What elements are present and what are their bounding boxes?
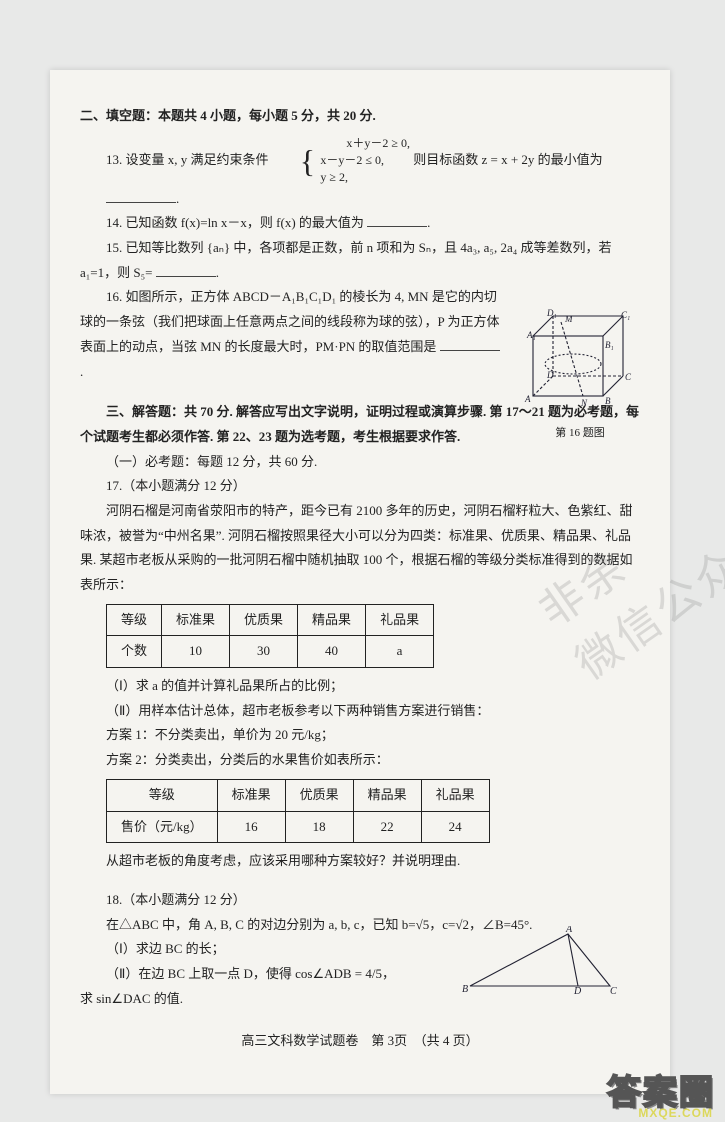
q18-part2: （Ⅱ）在边 BC 上取一点 D，使得 cos∠ADB = 4/5， xyxy=(80,962,510,987)
triangle-diagram: A B C D xyxy=(460,926,620,996)
section3-sub: （一）必考题：每题 12 分，共 60 分. xyxy=(80,450,640,475)
q14: 14. 已知函数 f(x)=ln x－x，则 f(x) 的最大值为 . xyxy=(80,211,640,236)
q17-tail: 从超市老板的角度考虑，应该采用哪种方案较好？并说明理由. xyxy=(80,849,640,874)
svg-text:A: A xyxy=(565,926,573,935)
svg-text:C₁: C₁ xyxy=(621,310,630,320)
svg-text:B: B xyxy=(462,984,468,995)
q18-figure: A B C D xyxy=(460,926,620,1004)
t2-h1: 标准果 xyxy=(217,779,285,811)
q17-part1: （Ⅰ）求 a 的值并计算礼品果所占的比例； xyxy=(80,674,640,699)
t2-rowlabel: 售价（元/kg） xyxy=(107,811,218,843)
t1-v3: a xyxy=(366,636,434,668)
svg-text:M: M xyxy=(564,314,573,324)
svg-text:B: B xyxy=(605,396,611,406)
q17-plan2: 方案 2：分类卖出，分类后的水果售价如表所示： xyxy=(80,748,640,773)
t2-v2: 22 xyxy=(353,811,421,843)
q13: 13. 设变量 x, y 满足约束条件 { x＋y－2 ≥ 0, x－y－2 ≤… xyxy=(80,135,640,187)
q18-part1: （Ⅰ）求边 BC 的长； xyxy=(80,937,510,962)
page-footer: 高三文科数学试题卷 第 3页 （共 4 页） xyxy=(80,1029,640,1054)
t1-h3: 精品果 xyxy=(298,604,366,636)
t1-h4: 礼品果 xyxy=(366,604,434,636)
q13-case-2: x－y－2 ≤ 0, xyxy=(320,153,384,167)
q16-caption: 第 16 题图 xyxy=(520,423,640,444)
q17-plan1: 方案 1：不分类卖出，单价为 20 元/kg； xyxy=(80,723,640,748)
cube-diagram: A₁ C₁ D₁ B₁ A B C D M N xyxy=(521,308,639,413)
t1-rowlabel: 个数 xyxy=(107,636,162,668)
q16-figure: A₁ C₁ D₁ B₁ A B C D M N 第 16 题图 xyxy=(520,308,640,444)
q13-blank-line: . xyxy=(80,187,640,212)
t2-v1: 18 xyxy=(285,811,353,843)
q13-prefix: 13. 设变量 x, y 满足约束条件 xyxy=(106,152,269,167)
q13-case-1: x＋y－2 ≥ 0, xyxy=(346,136,410,150)
t2-h4: 礼品果 xyxy=(421,779,489,811)
svg-text:D: D xyxy=(546,370,554,380)
q15: 15. 已知等比数列 {aₙ} 中，各项都是正数，前 n 项和为 Sₙ，且 4a… xyxy=(80,236,640,285)
table-row: 售价（元/kg） 16 18 22 24 xyxy=(107,811,490,843)
q17-table1: 等级 标准果 优质果 精品果 礼品果 个数 10 30 40 a xyxy=(106,604,434,668)
svg-text:A₁: A₁ xyxy=(526,330,536,340)
table-row: 等级 标准果 优质果 精品果 礼品果 xyxy=(107,604,434,636)
t2-v3: 24 xyxy=(421,811,489,843)
site-label: MXQE.COM xyxy=(638,1106,713,1120)
svg-text:D₁: D₁ xyxy=(546,308,557,318)
q16-text: 16. 如图所示，正方体 ABCD－A₁B₁C₁D₁ 的棱长为 4, MN 是它… xyxy=(80,289,500,353)
q13-suffix: 则目标函数 z = x + 2y 的最小值为 xyxy=(413,152,602,167)
t2-h3: 精品果 xyxy=(353,779,421,811)
t2-h0: 等级 xyxy=(107,779,218,811)
section2-heading: 二、填空题：本题共 4 小题，每小题 5 分，共 20 分. xyxy=(80,104,640,129)
svg-text:D: D xyxy=(573,986,582,996)
q17-title: 17.（本小题满分 12 分） xyxy=(80,474,640,499)
q14-text: 14. 已知函数 f(x)=ln x－x，则 f(x) 的最大值为 xyxy=(106,215,364,230)
brace-icon: { xyxy=(274,135,315,187)
q16: 16. 如图所示，正方体 ABCD－A₁B₁C₁D₁ 的棱长为 4, MN 是它… xyxy=(80,285,500,384)
q13-case-3: y ≥ 2, xyxy=(320,170,348,184)
t1-h1: 标准果 xyxy=(162,604,230,636)
svg-text:C: C xyxy=(610,986,617,996)
exam-page: 二、填空题：本题共 4 小题，每小题 5 分，共 20 分. 13. 设变量 x… xyxy=(50,70,670,1094)
table-row: 等级 标准果 优质果 精品果 礼品果 xyxy=(107,779,490,811)
svg-text:B₁: B₁ xyxy=(605,340,614,350)
t1-h0: 等级 xyxy=(107,604,162,636)
t1-v1: 30 xyxy=(230,636,298,668)
q17-para: 河阴石榴是河南省荥阳市的特产，距今已有 2100 多年的历史，河阴石榴籽粒大、色… xyxy=(80,499,640,598)
svg-text:N: N xyxy=(580,398,588,408)
t1-h2: 优质果 xyxy=(230,604,298,636)
t2-h2: 优质果 xyxy=(285,779,353,811)
q18-title: 18.（本小题满分 12 分） xyxy=(80,888,640,913)
svg-text:A: A xyxy=(524,394,531,404)
t1-v2: 40 xyxy=(298,636,366,668)
q13-cases: x＋y－2 ≥ 0, x－y－2 ≤ 0, y ≥ 2, xyxy=(320,135,410,185)
q17-part2-intro: （Ⅱ）用样本估计总体，超市老板参考以下两种销售方案进行销售： xyxy=(80,699,640,724)
t2-v0: 16 xyxy=(217,811,285,843)
svg-text:C: C xyxy=(625,372,632,382)
table-row: 个数 10 30 40 a xyxy=(107,636,434,668)
q17-table2: 等级 标准果 优质果 精品果 礼品果 售价（元/kg） 16 18 22 24 xyxy=(106,779,490,843)
t1-v0: 10 xyxy=(162,636,230,668)
